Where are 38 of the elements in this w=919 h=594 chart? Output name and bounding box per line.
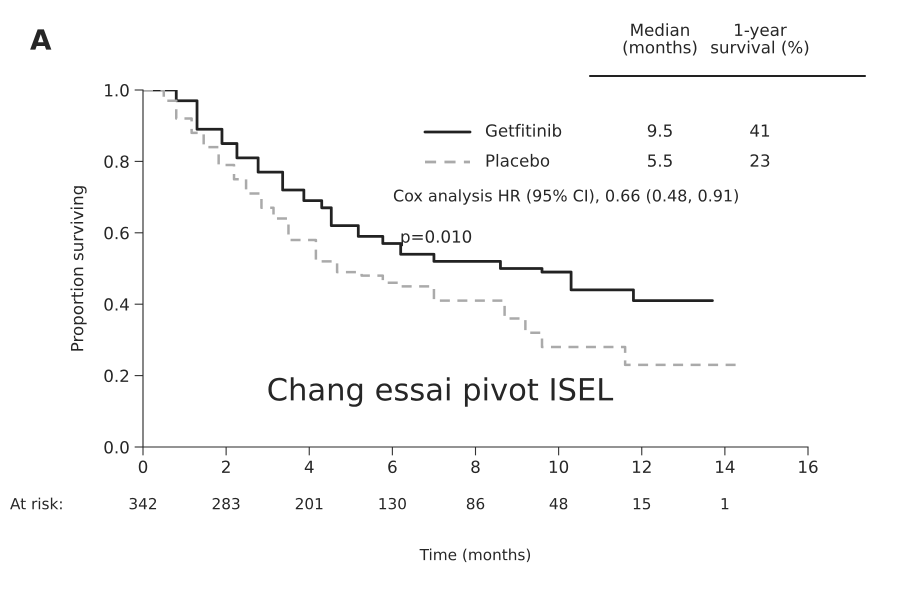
y-axis-title: Proportion surviving [70, 186, 87, 351]
annotation: 5.5 [648, 154, 672, 167]
annotation: 9.5 [648, 124, 672, 137]
annotation: Cox analysis HR (95% CI), 0.66 (0.48, 0.91) [394, 189, 738, 205]
x-tick-label: 4 [304, 460, 314, 473]
y-tick-label: 0.2 [104, 370, 128, 382]
text: 283 [212, 498, 240, 510]
x-tick-label: 2 [222, 460, 230, 473]
text: 201 [296, 498, 322, 510]
text: 15 [634, 498, 650, 510]
x-tick-label: 10 [550, 460, 568, 474]
annotation: p=0.010 [402, 230, 472, 246]
y-tick-label: 0.6 [104, 226, 129, 240]
x-tick-label: 0 [138, 460, 148, 474]
x-tick-label: 16 [799, 460, 818, 474]
x-tick-label: 14 [716, 460, 735, 473]
text: 48 [550, 498, 568, 510]
text: 1-year survival (%) [711, 24, 808, 56]
y-tick-label: 0.8 [104, 155, 129, 168]
text: Median (months) [624, 23, 696, 56]
annotation: Chang essai pivot ISEL [268, 377, 614, 407]
legend-label: Placebo [486, 154, 550, 167]
text: 130 [379, 498, 406, 510]
text: 86 [466, 498, 484, 510]
x-tick-label: 6 [388, 460, 397, 474]
text: A [30, 29, 52, 50]
text: 342 [130, 498, 156, 510]
annotation: 23 [750, 154, 770, 167]
text: 1 [722, 498, 728, 510]
text: At risk: [10, 498, 62, 510]
y-tick-label: 1.0 [105, 84, 129, 97]
legend-label: Getfitinib [486, 124, 562, 137]
x-tick-label: 8 [471, 460, 480, 474]
y-tick-label: 0.0 [104, 440, 129, 454]
annotation: 41 [750, 124, 770, 137]
y-tick-label: 0.4 [104, 298, 129, 311]
x-tick-label: 12 [632, 460, 651, 473]
x-axis-title: Time (months) [420, 548, 530, 562]
